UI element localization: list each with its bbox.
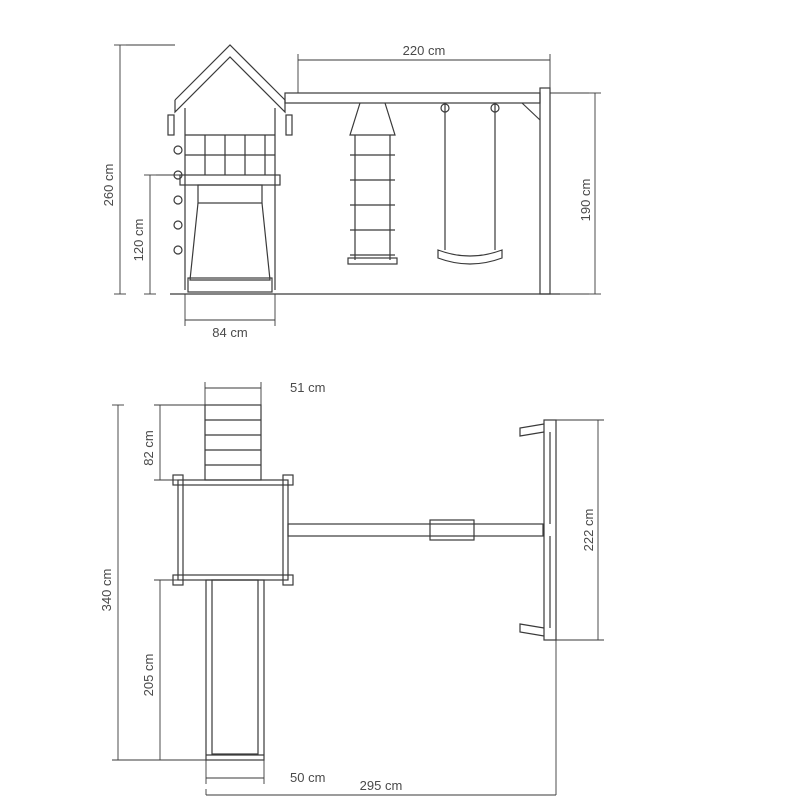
dim-120: 120 cm: [131, 219, 146, 262]
swing-frame: [285, 88, 550, 294]
dim-82: 82 cm: [141, 430, 156, 465]
dim-51: 51 cm: [290, 380, 325, 395]
dim-84: 84 cm: [212, 325, 247, 340]
dim-190: 190 cm: [578, 179, 593, 222]
dim-205: 205 cm: [141, 654, 156, 697]
dim-295: 295 cm: [360, 778, 403, 793]
plan-swing: [288, 420, 556, 640]
dim-260: 260 cm: [101, 164, 116, 207]
tower: [168, 45, 292, 292]
plan-view: 51 cm 82 cm 340 cm 205 cm 50 cm 295 cm 2…: [99, 380, 604, 795]
plan-slide: [206, 580, 264, 760]
swing-seat: [438, 103, 502, 264]
plan-dimensions: [112, 382, 604, 795]
dim-340: 340 cm: [99, 569, 114, 612]
plan-tower: [173, 475, 293, 585]
rope-ladder: [348, 103, 397, 264]
dim-220: 220 cm: [403, 43, 446, 58]
dim-222: 222 cm: [581, 509, 596, 552]
dim-50: 50 cm: [290, 770, 325, 785]
technical-drawing: 260 cm 120 cm 84 cm 220 cm 190 cm: [0, 0, 800, 800]
plan-ladder: [205, 405, 261, 480]
elevation-view: 260 cm 120 cm 84 cm 220 cm 190 cm: [101, 43, 601, 340]
